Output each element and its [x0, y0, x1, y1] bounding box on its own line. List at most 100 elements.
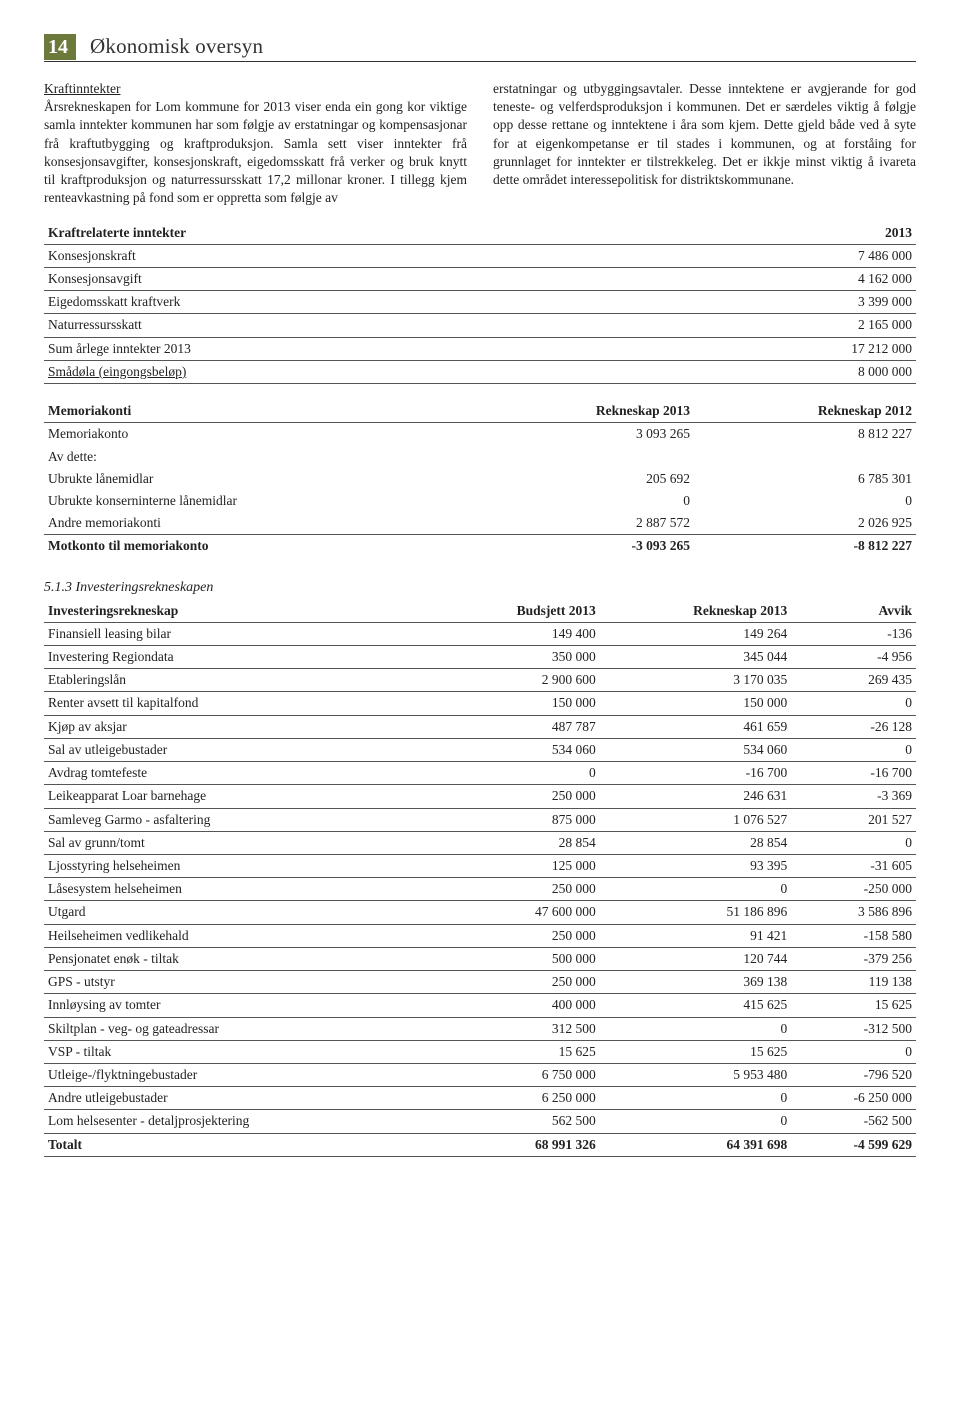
table-cell-label: Sal av grunn/tomt [44, 831, 436, 854]
table-cell-value: -4 956 [791, 646, 916, 669]
table-cell-label: Investering Regiondata [44, 646, 436, 669]
table-cell-value: 250 000 [436, 971, 599, 994]
table-cell-value: 119 138 [791, 971, 916, 994]
table-cell-value: -379 256 [791, 947, 916, 970]
table-cell-value: 15 625 [791, 994, 916, 1017]
invest-hdr-left: Investeringsrekneskap [44, 600, 436, 623]
table-cell-value [694, 446, 916, 468]
table-cell-value: 150 000 [436, 692, 599, 715]
table-cell-value: 3 170 035 [600, 669, 792, 692]
table-cell-label: Eigedomsskatt kraftverk [44, 291, 643, 314]
table-cell-value: 250 000 [436, 785, 599, 808]
table-cell-label: Av dette: [44, 446, 472, 468]
table-cell-label: Utleige-/flyktningebustader [44, 1063, 436, 1086]
table-cell-value: -6 250 000 [791, 1087, 916, 1110]
table-cell-value: 487 787 [436, 715, 599, 738]
table-cell-label: Sum årlege inntekter 2013 [44, 337, 643, 360]
memoria-hdr-left: Memoriakonti [44, 400, 472, 423]
table-cell-value: 345 044 [600, 646, 792, 669]
table-cell-value: 0 [791, 692, 916, 715]
table-cell-label: Memoriakonto [44, 423, 472, 446]
memoria-hdr-c2: Rekneskap 2013 [472, 400, 694, 423]
table-cell-value: 125 000 [436, 855, 599, 878]
table-cell-value: 91 421 [600, 924, 792, 947]
table-cell-label: Konsesjonsavgift [44, 267, 643, 290]
table-cell-value: 3 586 896 [791, 901, 916, 924]
table-cell-value: 0 [472, 490, 694, 512]
table-cell-value: 250 000 [436, 924, 599, 947]
table-cell-value: 534 060 [436, 738, 599, 761]
table-cell-value: 0 [600, 878, 792, 901]
table-cell-value: 250 000 [436, 878, 599, 901]
table-cell-label: Kjøp av aksjar [44, 715, 436, 738]
table-cell-value: 312 500 [436, 1017, 599, 1040]
memoria-hdr-c3: Rekneskap 2012 [694, 400, 916, 423]
table-cell-value: 201 527 [791, 808, 916, 831]
invest-footer-c2: 68 991 326 [436, 1133, 599, 1156]
table-cell-label: Låsesystem helseheimen [44, 878, 436, 901]
table-cell-value: 415 625 [600, 994, 792, 1017]
table-cell-label: Heilseheimen vedlikehald [44, 924, 436, 947]
table-cell-value: -796 520 [791, 1063, 916, 1086]
invest-hdr-c4: Avvik [791, 600, 916, 623]
page-title: Økonomisk oversyn [90, 34, 263, 59]
table-cell-value: 2 900 600 [436, 669, 599, 692]
table-cell-value: 47 600 000 [436, 901, 599, 924]
kraft-hdr-left: Kraftrelaterte inntekter [44, 222, 643, 245]
table-cell-value: 246 631 [600, 785, 792, 808]
table-cell-value: -26 128 [791, 715, 916, 738]
table-cell-value: -136 [791, 622, 916, 645]
table-cell-value: 562 500 [436, 1110, 599, 1133]
table-cell-label: Samleveg Garmo - asfaltering [44, 808, 436, 831]
table-cell-value: 205 692 [472, 468, 694, 490]
table-cell-value: -250 000 [791, 878, 916, 901]
table-cell-value: 5 953 480 [600, 1063, 792, 1086]
table-cell-value: 0 [791, 831, 916, 854]
table-cell-value: 6 750 000 [436, 1063, 599, 1086]
table-cell-value: 4 162 000 [643, 267, 916, 290]
body-columns: Kraftinntekter Årsrekneskapen for Lom ko… [44, 80, 916, 208]
table-cell-value: 149 400 [436, 622, 599, 645]
table-cell-label: Renter avsett til kapitalfond [44, 692, 436, 715]
memoria-footer-label: Motkonto til memoriakonto [44, 535, 472, 558]
table-cell-value: 2 887 572 [472, 512, 694, 535]
memoria-table: Memoriakonti Rekneskap 2013 Rekneskap 20… [44, 400, 916, 558]
kraft-hdr-right: 2013 [643, 222, 916, 245]
table-cell-value: 17 212 000 [643, 337, 916, 360]
table-cell-label: Naturressursskatt [44, 314, 643, 337]
section-5-1-3: 5.1.3 Investeringsrekneskapen [44, 580, 916, 596]
table-cell-value: 1 076 527 [600, 808, 792, 831]
table-cell-value: 0 [600, 1087, 792, 1110]
table-cell-value: 0 [436, 762, 599, 785]
table-cell-value: 3 399 000 [643, 291, 916, 314]
table-cell-value: 6 785 301 [694, 468, 916, 490]
table-cell-value: 0 [600, 1110, 792, 1133]
table-cell-value: 875 000 [436, 808, 599, 831]
table-cell-value: -562 500 [791, 1110, 916, 1133]
table-cell-label: Sal av utleigebustader [44, 738, 436, 761]
table-cell-value: -3 369 [791, 785, 916, 808]
table-cell-value: 3 093 265 [472, 423, 694, 446]
table-cell-value: 0 [600, 1017, 792, 1040]
table-cell-value: 269 435 [791, 669, 916, 692]
table-cell-value: 350 000 [436, 646, 599, 669]
table-cell-value: 15 625 [436, 1040, 599, 1063]
invest-hdr-c3: Rekneskap 2013 [600, 600, 792, 623]
table-cell-label: Smådøla (eingongsbeløp) [44, 360, 643, 383]
table-cell-value [472, 446, 694, 468]
table-cell-value: 120 744 [600, 947, 792, 970]
table-cell-value: -16 700 [791, 762, 916, 785]
table-cell-label: Konsesjonskraft [44, 244, 643, 267]
table-cell-value: 7 486 000 [643, 244, 916, 267]
table-cell-value: 0 [791, 1040, 916, 1063]
table-cell-label: Etableringslån [44, 669, 436, 692]
invest-hdr-c2: Budsjett 2013 [436, 600, 599, 623]
table-cell-label: Ubrukte konserninterne lånemidlar [44, 490, 472, 512]
table-cell-value: 6 250 000 [436, 1087, 599, 1110]
page-header: 14 Økonomisk oversyn [44, 34, 916, 62]
invest-footer-c3: 64 391 698 [600, 1133, 792, 1156]
table-cell-label: Avdrag tomtefeste [44, 762, 436, 785]
table-cell-value: 0 [791, 738, 916, 761]
table-cell-label: Pensjonatet enøk - tiltak [44, 947, 436, 970]
table-cell-value: 500 000 [436, 947, 599, 970]
